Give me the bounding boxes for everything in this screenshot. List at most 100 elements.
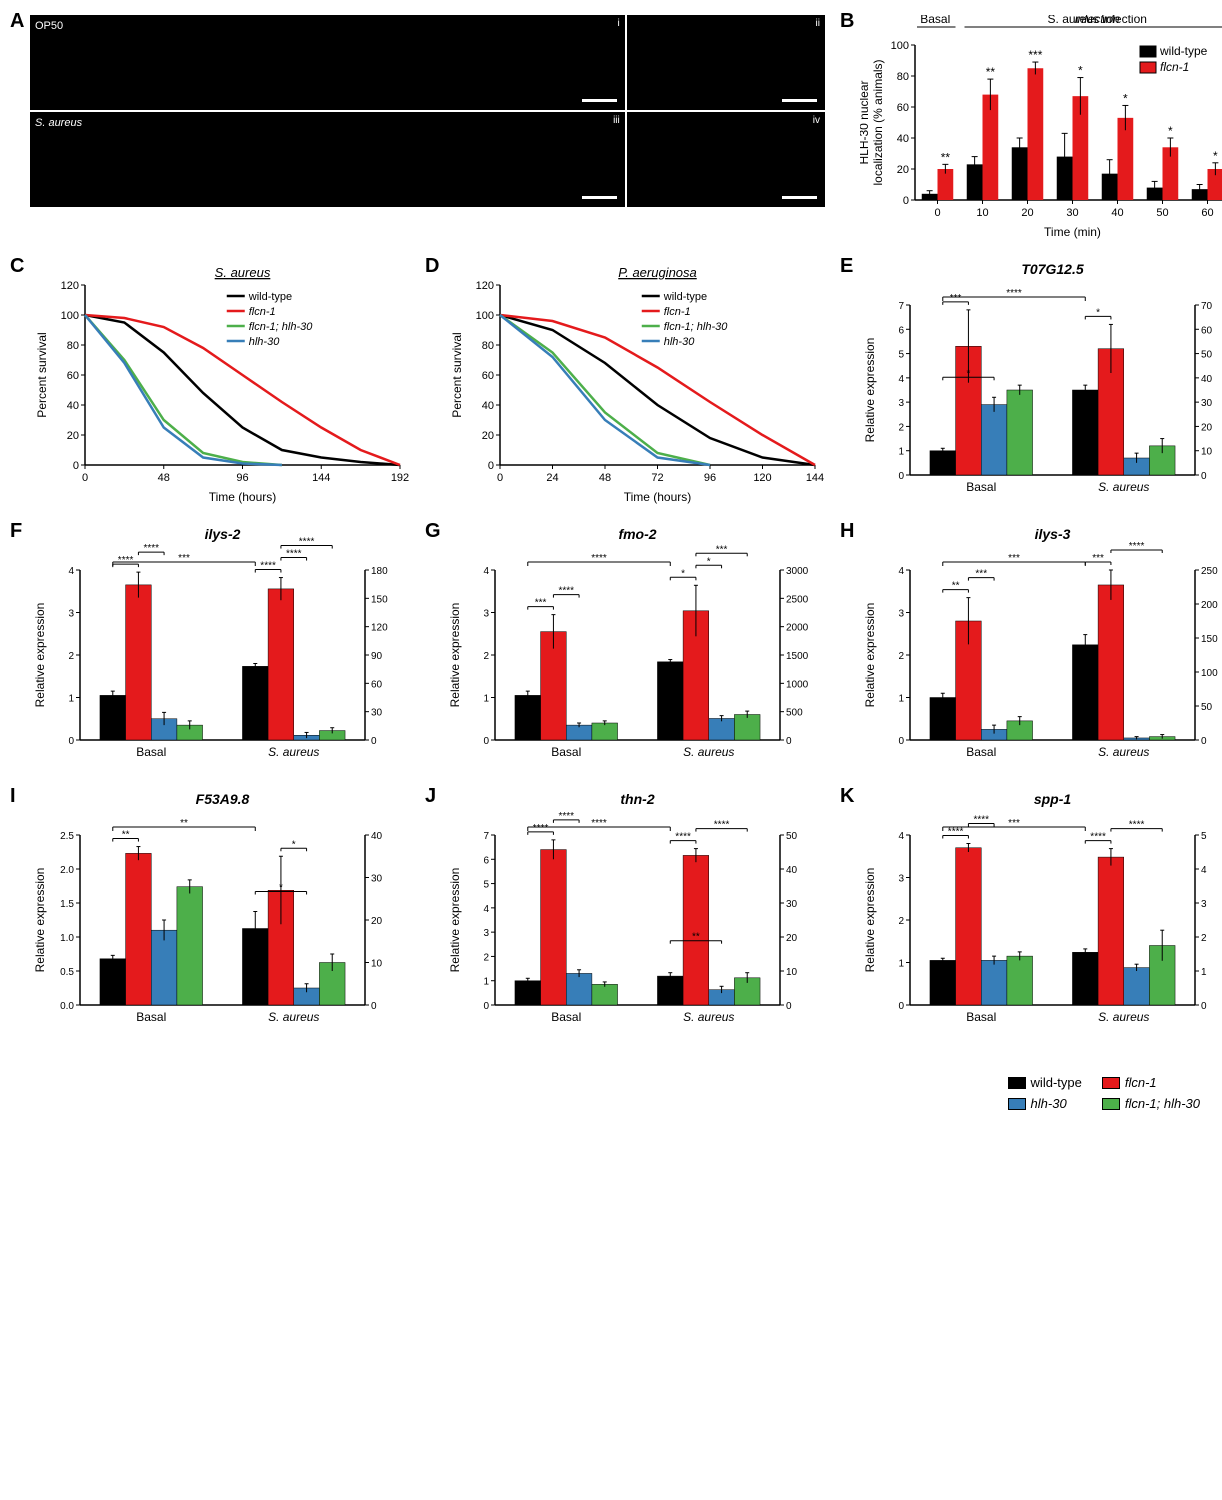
panel-i: I F53A9.80.00.51.01.52.02.5010203040Basa… bbox=[10, 785, 410, 1035]
svg-text:80: 80 bbox=[482, 340, 494, 352]
svg-text:250: 250 bbox=[1201, 566, 1218, 577]
svg-text:flcn-1: flcn-1 bbox=[1160, 60, 1189, 74]
panel-e: E T07G12.501234567010203040506070BasalS.… bbox=[840, 255, 1222, 505]
svg-text:10: 10 bbox=[371, 959, 383, 970]
svg-text:ilys-3: ilys-3 bbox=[1035, 526, 1071, 542]
svg-text:120: 120 bbox=[371, 623, 388, 634]
svg-text:2: 2 bbox=[898, 422, 904, 433]
svg-text:96: 96 bbox=[704, 472, 716, 484]
svg-text:1: 1 bbox=[1201, 967, 1207, 978]
svg-text:144: 144 bbox=[806, 472, 824, 484]
svg-text:hlh-30: hlh-30 bbox=[249, 336, 280, 348]
svg-text:S. aureus: S. aureus bbox=[1098, 480, 1149, 494]
svg-text:S. aureus: S. aureus bbox=[215, 265, 271, 280]
svg-text:****: **** bbox=[299, 537, 315, 548]
panel-c-chart: S. aureus02040608010012004896144192wild-… bbox=[10, 255, 410, 505]
svg-text:40: 40 bbox=[1111, 207, 1123, 219]
svg-text:1: 1 bbox=[898, 447, 904, 458]
svg-text:7: 7 bbox=[483, 831, 489, 842]
svg-text:wild-type: wild-type bbox=[248, 291, 292, 303]
svg-text:**: ** bbox=[986, 65, 996, 79]
microscopy-grid: OP50 i ii S. aureus iii iv bbox=[30, 15, 825, 207]
svg-text:3: 3 bbox=[898, 874, 904, 885]
svg-text:*: * bbox=[1123, 91, 1128, 105]
panel-k-chart: spp-101234012345BasalS. aureus**********… bbox=[840, 785, 1222, 1035]
svg-text:Relative expression: Relative expression bbox=[863, 338, 877, 443]
svg-text:0: 0 bbox=[903, 195, 909, 207]
panel-j-chart: thn-20123456701020304050BasalS. aureus**… bbox=[425, 785, 825, 1035]
svg-text:0: 0 bbox=[73, 460, 79, 472]
svg-text:****: **** bbox=[675, 832, 691, 843]
svg-text:****: **** bbox=[533, 823, 549, 834]
svg-text:20: 20 bbox=[1021, 207, 1033, 219]
svg-text:60: 60 bbox=[897, 102, 909, 114]
svg-text:Basal: Basal bbox=[966, 1010, 996, 1024]
roman-ii: ii bbox=[816, 18, 820, 29]
svg-text:4: 4 bbox=[898, 831, 904, 842]
svg-text:30: 30 bbox=[371, 874, 383, 885]
legend-item: hlh-30 bbox=[1008, 1096, 1082, 1111]
svg-text:0: 0 bbox=[934, 207, 940, 219]
svg-text:*: * bbox=[966, 368, 970, 379]
svg-text:2: 2 bbox=[483, 952, 489, 963]
svg-text:****: **** bbox=[973, 815, 989, 826]
svg-text:90: 90 bbox=[371, 651, 383, 662]
svg-text:**: ** bbox=[180, 818, 188, 829]
svg-text:Basal: Basal bbox=[136, 745, 166, 759]
svg-text:**: ** bbox=[692, 932, 700, 943]
panel-j-label: J bbox=[425, 785, 436, 808]
svg-text:7: 7 bbox=[898, 301, 904, 312]
svg-text:***: *** bbox=[1092, 553, 1104, 564]
svg-text:****: **** bbox=[286, 549, 302, 560]
svg-text:Basal: Basal bbox=[920, 15, 950, 26]
svg-text:50: 50 bbox=[1201, 350, 1213, 361]
svg-text:***: *** bbox=[950, 293, 962, 304]
svg-text:0: 0 bbox=[898, 1001, 904, 1012]
svg-text:Time (hours): Time (hours) bbox=[209, 490, 277, 504]
svg-text:10: 10 bbox=[1201, 447, 1213, 458]
panel-e-label: E bbox=[840, 255, 853, 278]
svg-text:*: * bbox=[1168, 124, 1173, 138]
svg-text:S. aureus: S. aureus bbox=[683, 1010, 734, 1024]
svg-text:40: 40 bbox=[786, 865, 798, 876]
svg-text:60: 60 bbox=[371, 679, 383, 690]
panel-a: A OP50 i ii S. aureus iii iv bbox=[10, 10, 825, 240]
svg-text:30: 30 bbox=[1066, 207, 1078, 219]
panel-g-chart: fmo-201234050010001500200025003000BasalS… bbox=[425, 520, 825, 770]
svg-text:96: 96 bbox=[236, 472, 248, 484]
svg-text:20: 20 bbox=[67, 430, 79, 442]
svg-text:2.5: 2.5 bbox=[60, 831, 74, 842]
svg-text:40: 40 bbox=[67, 400, 79, 412]
svg-text:4: 4 bbox=[483, 566, 489, 577]
svg-text:1: 1 bbox=[898, 694, 904, 705]
svg-text:50: 50 bbox=[1201, 702, 1213, 713]
svg-text:Relative expression: Relative expression bbox=[448, 868, 462, 973]
svg-text:20: 20 bbox=[897, 164, 909, 176]
svg-text:30: 30 bbox=[1201, 398, 1213, 409]
svg-text:40: 40 bbox=[1201, 374, 1213, 385]
svg-text:****: **** bbox=[714, 820, 730, 831]
svg-text:4: 4 bbox=[898, 566, 904, 577]
svg-text:0: 0 bbox=[898, 736, 904, 747]
svg-text:80: 80 bbox=[67, 340, 79, 352]
svg-text:***: *** bbox=[1008, 818, 1020, 829]
svg-text:60: 60 bbox=[67, 370, 79, 382]
panel-h-chart: ilys-301234050100150200250BasalS. aureus… bbox=[840, 520, 1222, 770]
svg-text:0: 0 bbox=[371, 1001, 377, 1012]
svg-text:2500: 2500 bbox=[786, 594, 809, 605]
panel-g-label: G bbox=[425, 520, 441, 543]
svg-text:2.0: 2.0 bbox=[60, 865, 74, 876]
svg-text:2: 2 bbox=[898, 916, 904, 927]
panel-k-label: K bbox=[840, 785, 854, 808]
svg-text:50: 50 bbox=[786, 831, 798, 842]
panel-b-chart: 020406080100Basal infectionS. aureus inf… bbox=[840, 10, 1222, 240]
svg-text:0: 0 bbox=[68, 736, 74, 747]
svg-text:Basal: Basal bbox=[966, 745, 996, 759]
svg-text:0: 0 bbox=[82, 472, 88, 484]
scalebar-3 bbox=[582, 196, 617, 199]
svg-text:fmo-2: fmo-2 bbox=[618, 526, 656, 542]
svg-text:500: 500 bbox=[786, 708, 803, 719]
panel-j: J thn-20123456701020304050BasalS. aureus… bbox=[425, 785, 825, 1035]
svg-text:*: * bbox=[1078, 64, 1083, 78]
svg-text:24: 24 bbox=[546, 472, 558, 484]
